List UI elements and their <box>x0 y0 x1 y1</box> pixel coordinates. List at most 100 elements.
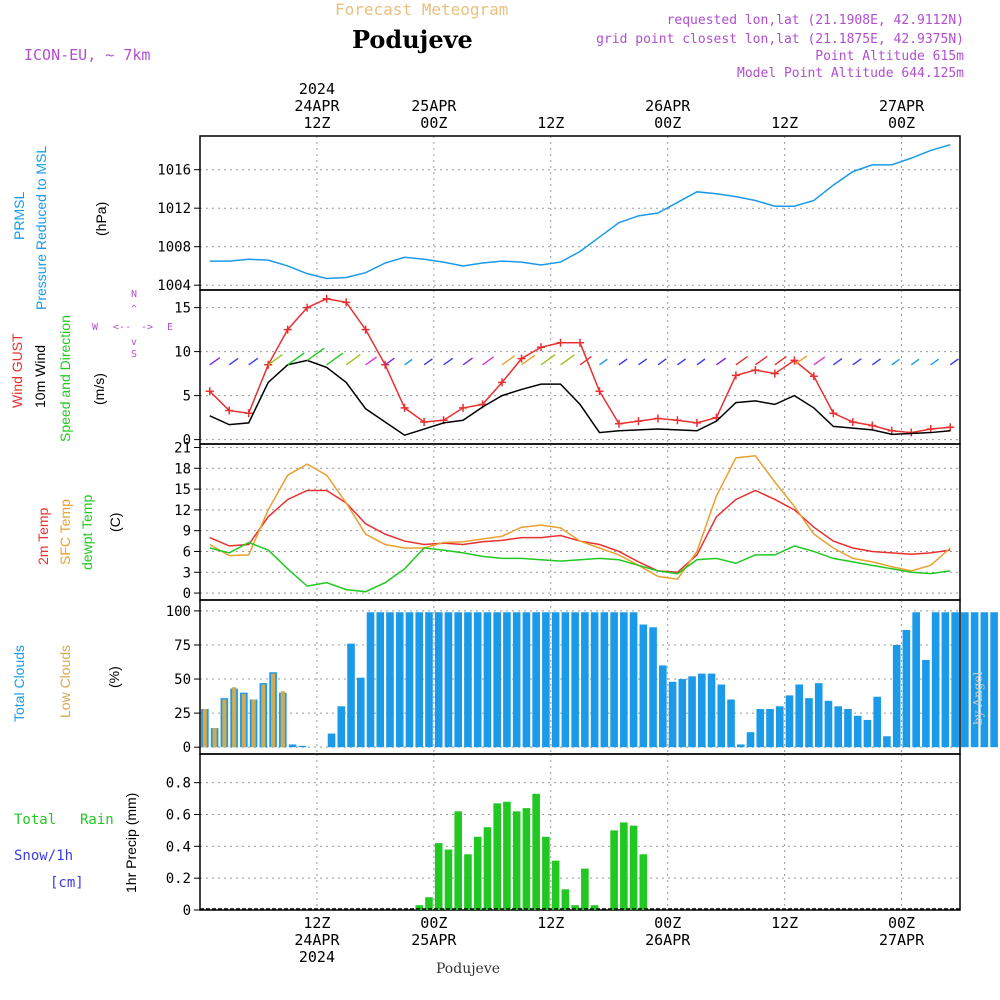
top-time-label: 00Z <box>654 114 681 132</box>
bar-total-clouds <box>620 612 628 748</box>
panels: 1004100810121016051015036912151821025507… <box>157 135 998 919</box>
wind-arrow <box>540 354 556 366</box>
gust-point <box>205 387 214 396</box>
bar-total-clouds <box>678 679 687 748</box>
bar-total-clouds <box>649 627 657 748</box>
bar-total-clouds <box>639 624 648 748</box>
bar-total-clouds <box>961 612 969 748</box>
gust-point <box>322 294 331 303</box>
bar-total-clouds <box>425 612 433 748</box>
bar-low-clouds <box>232 687 237 748</box>
svg-text:E: E <box>167 322 173 333</box>
series-dewpt-temp <box>209 541 951 593</box>
gust-point <box>829 409 838 418</box>
y-tick-label: 18 <box>174 461 191 477</box>
y-tick-label: 10 <box>174 345 191 361</box>
bar-total-clouds <box>395 612 404 748</box>
bar-total-clouds <box>863 719 872 748</box>
bar-total-clouds <box>766 709 774 748</box>
bar-total-clouds <box>444 612 453 748</box>
gust-point <box>770 369 779 378</box>
pressure-label-1: PRMSL <box>11 192 27 240</box>
y-tick-label: 0.6 <box>166 807 191 823</box>
top-time-label: 25APR <box>411 97 457 115</box>
bar-total-rain <box>639 854 648 910</box>
wind-arrow <box>891 358 900 366</box>
y-tick-label: 1004 <box>157 278 191 294</box>
gust-point <box>303 303 312 312</box>
series-prmsl <box>209 143 951 280</box>
bar-total-rain <box>629 825 638 910</box>
gust-point <box>926 425 935 434</box>
bar-total-clouds <box>386 612 394 748</box>
wind-arrow <box>248 357 259 366</box>
panel-3: 0 25 50 75 100 <box>166 599 998 756</box>
bar-total-clouds <box>707 673 716 748</box>
gust-point <box>848 418 857 426</box>
bar-total-clouds <box>532 612 540 748</box>
wind-arrow <box>696 358 706 366</box>
wind-arrow <box>228 357 239 366</box>
bar-total-clouds <box>824 700 833 748</box>
bar-total-clouds <box>990 612 998 748</box>
bar-total-clouds <box>873 696 881 748</box>
panel-2: 0 3 6 9 12 15 18 21 <box>174 440 961 602</box>
y-tick-label: 0 <box>183 903 191 919</box>
bar-low-clouds <box>251 699 256 748</box>
bar-total-rain <box>464 854 472 910</box>
bar-total-clouds <box>688 676 696 748</box>
bar-low-clouds <box>271 673 276 748</box>
gust-point <box>614 419 623 428</box>
top-time-label: 12Z <box>303 114 330 132</box>
wind-arrow <box>793 355 808 366</box>
bar-total-rain <box>454 811 463 910</box>
wind-labels: Wind GUST 10m Wind Speed and Direction (… <box>9 289 173 442</box>
y-tick-label: 0 <box>183 586 191 602</box>
wind-arrow <box>462 357 473 366</box>
bottom-time-label: 12Z <box>303 914 330 932</box>
bar-total-clouds <box>922 659 930 748</box>
wind-arrow <box>209 357 221 366</box>
bar-total-rain <box>610 830 618 910</box>
bar-total-clouds <box>814 683 823 748</box>
gust-point <box>595 387 604 396</box>
svg-text:W: W <box>92 322 99 333</box>
y-tick-label: 3 <box>183 565 191 581</box>
bar-total-clouds <box>912 612 920 748</box>
y-tick-label: 1016 <box>157 163 191 179</box>
bar-total-rain <box>620 822 628 910</box>
gust-point <box>907 428 916 437</box>
bar-total-rain <box>425 897 433 910</box>
credit: by Angel <box>971 672 985 725</box>
precip-unit: 1hr Precip (mm) <box>123 793 139 893</box>
bottom-time-label: 27APR <box>879 931 925 949</box>
bar-total-clouds <box>727 699 735 748</box>
panel-4: 0 0.2 0.4 0.6 0.8 <box>166 753 961 919</box>
bottom-time-label: 24APR <box>294 931 340 949</box>
bar-total-clouds <box>629 612 638 748</box>
bar-total-rain <box>590 905 599 910</box>
bar-total-clouds <box>756 709 765 748</box>
bottom-time-label: 12Z <box>771 914 798 932</box>
top-time-label: 00Z <box>420 114 447 132</box>
wind-arrow <box>618 358 628 366</box>
svg-text:^: ^ <box>131 304 137 315</box>
y-tick-label: 75 <box>174 638 191 654</box>
bar-total-clouds <box>473 612 482 748</box>
gust-point <box>751 366 760 375</box>
bar-total-clouds <box>941 612 950 748</box>
footer-location: Podujeve <box>436 961 500 977</box>
gust-point <box>634 417 643 426</box>
bar-total-clouds <box>844 709 852 748</box>
bar-total-rain <box>532 793 540 910</box>
gust-point <box>946 423 955 432</box>
gust-point <box>809 372 818 381</box>
series-10m-wind <box>209 359 951 437</box>
wind-arrow <box>599 358 608 366</box>
temp-label-2: SFC Temp <box>57 499 73 565</box>
top-time-label: 27APR <box>879 97 925 115</box>
y-tick-label: 6 <box>183 544 191 560</box>
gust-label: Wind GUST <box>9 333 25 408</box>
bar-total-clouds <box>366 612 375 748</box>
